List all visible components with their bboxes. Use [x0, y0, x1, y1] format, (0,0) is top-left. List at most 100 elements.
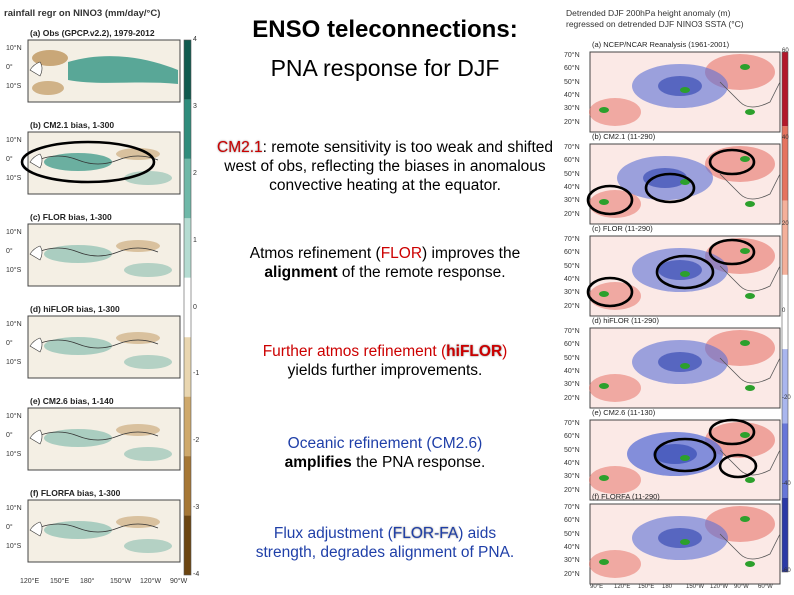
- rainfall-colorbar-tick: -2: [193, 437, 200, 445]
- rainfall-map-background: [27, 315, 181, 379]
- height-lat-label: 60°N: [564, 517, 580, 525]
- rainfall-lat-label: 10°N: [6, 413, 22, 421]
- model-name-cm21: CM2.1: [217, 139, 263, 156]
- contour-line: [37, 339, 159, 349]
- slide-title: ENSO teleconnections:: [252, 16, 518, 43]
- colorbar-segment: [184, 40, 191, 100]
- model-name-florfa: FLOR-FA: [392, 525, 459, 542]
- height-colorbar-tick: -40: [782, 481, 791, 488]
- rainfall-colorbar-tick: 4: [193, 36, 197, 43]
- pna-center-dot: [740, 64, 750, 70]
- height-panel-label: (c) FLOR (11-290): [592, 224, 653, 233]
- pna-center-dot: [745, 385, 755, 391]
- height-panel-label: (f) FLORFA (11-290): [592, 492, 660, 501]
- colorbar-outline: [781, 51, 789, 573]
- height-lat-label: 50°N: [564, 530, 580, 538]
- rainfall-panel-label: (c) FLOR bias, 1-300: [30, 212, 112, 222]
- rainfall-colorbar-tick: -1: [193, 370, 200, 378]
- text-block-cm26-post: ): [477, 435, 483, 452]
- height-lat-label: 20°N: [564, 570, 580, 578]
- text-block-hiflor-post: ): [502, 343, 508, 360]
- height-panel-label: (e) CM2.6 (11-130): [592, 408, 656, 417]
- colorbar-segment: [184, 158, 191, 219]
- highlight-circle: [644, 172, 696, 204]
- text-block-flor-post: of the remote response.: [337, 264, 506, 281]
- height-lat-label: 30°N: [564, 557, 580, 565]
- bias-region-wet: [124, 447, 172, 461]
- height-lat-label: 60°N: [564, 249, 580, 257]
- bias-region-wet: [44, 245, 112, 263]
- bias-region-wet: [44, 429, 112, 447]
- height-lat-label: 50°N: [564, 262, 580, 270]
- rainfall-lon-label: 150°W: [110, 578, 132, 585]
- pna-center-dot: [740, 340, 750, 346]
- text-block-cm21-body: : remote sensitivity is too weak and shi…: [224, 139, 553, 194]
- bias-region-wet: [124, 355, 172, 369]
- text-block-hiflor-pre: Further atmos refinement (: [262, 343, 447, 360]
- height-panel-label: (d) hiFLOR (11-290): [592, 316, 659, 325]
- colorbar-segment: [782, 274, 788, 350]
- rainfall-colorbar-tick: -4: [193, 571, 200, 578]
- text-block-cm26: Oceanic refinement (CM2.6) amplifies the…: [215, 434, 555, 472]
- coastline: [719, 357, 781, 384]
- pna-center-dot: [740, 516, 750, 522]
- coastline: [29, 245, 43, 261]
- rainfall-lat-label: 10°S: [6, 358, 22, 366]
- text-alignment-bold: alignment: [264, 264, 338, 281]
- pna-center-dot: [599, 559, 609, 565]
- height-lat-label: 40°N: [564, 460, 580, 467]
- height-lat-label: 70°N: [564, 328, 580, 335]
- height-panel-label: (a) NCEP/NCAR Reanalysis (1961-2001): [592, 40, 730, 49]
- rainfall-lat-label: 10°S: [6, 82, 22, 90]
- highlight-circle: [653, 437, 717, 473]
- rainfall-lat-label: 0°: [6, 431, 13, 439]
- text-block-cm21: CM2.1: remote sensitivity is too weak an…: [215, 138, 555, 195]
- height-lat-label: 70°N: [564, 504, 580, 511]
- rainfall-lon-label: 120°W: [140, 578, 162, 585]
- text-block-florfa: Flux adjustment (FLOR-FA) aids strength,…: [215, 524, 555, 562]
- text-block-hiflor-line2: yields further improvements.: [287, 362, 483, 379]
- text-amplifies-bold: amplifies: [284, 454, 352, 471]
- height-map-panel: [589, 51, 781, 133]
- pna-center-dot: [599, 475, 609, 481]
- colorbar-segment: [184, 337, 191, 397]
- height-lat-label: 30°N: [564, 197, 580, 205]
- rainfall-lat-label: 10°N: [6, 229, 22, 237]
- coastline: [719, 265, 781, 292]
- pna-center-dot: [745, 293, 755, 299]
- height-map-panel: [589, 419, 781, 501]
- pna-center-dot: [680, 87, 690, 93]
- height-lat-label: 50°N: [564, 78, 580, 86]
- contour-line: [37, 247, 159, 257]
- model-name-hiflor: hiFLOR: [446, 343, 503, 360]
- height-lat-label: 40°N: [564, 544, 580, 551]
- pna-center-dot: [745, 201, 755, 207]
- rainfall-lat-label: 0°: [6, 247, 13, 255]
- height-lat-label: 60°N: [564, 341, 580, 349]
- contour-line: [37, 523, 159, 533]
- colorbar-segment: [782, 423, 788, 498]
- highlight-circle: [655, 254, 715, 290]
- text-block-flor-mid: ) improves the: [422, 245, 521, 262]
- height-lat-label: 60°N: [564, 65, 580, 73]
- rainfall-lat-label: 10°S: [6, 542, 22, 550]
- height-lat-label: 60°N: [564, 433, 580, 441]
- height-lon-label: 180: [662, 584, 673, 590]
- text-block-cm26-rest: the PNA response.: [351, 454, 486, 471]
- highlight-circle: [586, 276, 634, 308]
- model-name-cm26: CM2.6: [431, 435, 478, 452]
- rainfall-lat-label: 10°N: [6, 137, 22, 145]
- positive-anomaly: [589, 190, 641, 218]
- pna-center-dot: [740, 248, 750, 254]
- rainfall-panel-label: (b) CM2.1 bias, 1-300: [30, 120, 115, 130]
- coastline: [719, 81, 781, 108]
- height-lat-label: 40°N: [564, 184, 580, 191]
- contour-line: [37, 155, 159, 165]
- rainfall-colorbar-tick: 2: [193, 169, 197, 177]
- height-lat-label: 70°N: [564, 236, 580, 243]
- pna-center-dot: [745, 477, 755, 483]
- height-anomaly-figure: Detrended DJF 200hPa height anomaly (m) …: [560, 0, 794, 595]
- text-block-florfa-post: ) aids: [458, 525, 497, 542]
- height-lat-label: 20°N: [564, 394, 580, 402]
- height-maps: [586, 51, 789, 585]
